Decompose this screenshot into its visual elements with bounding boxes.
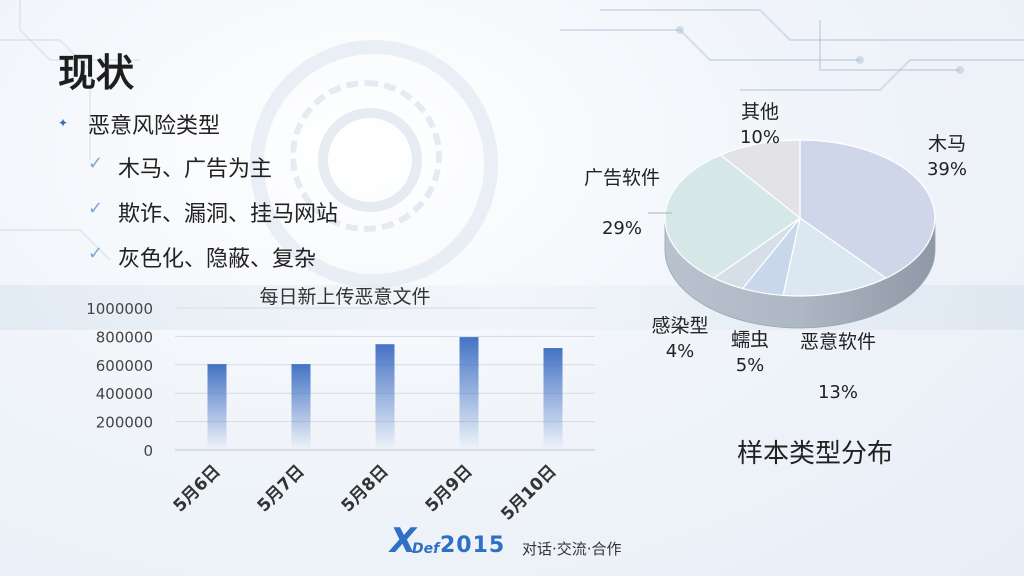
sub-bullet-text: 灰色化、隐蔽、复杂 [118,247,317,272]
y-tick-label: 0 [143,442,153,460]
pie-label-name: 恶意软件 [800,331,876,353]
x-tick-label: 5月10日 [497,461,560,524]
bar [291,364,311,450]
pie-label: 其他 10% [740,101,780,148]
y-tick-label: 600000 [96,357,153,375]
x-tick-label: 5月7日 [254,461,309,516]
bar [207,364,227,450]
pie-chart: 木马 39% 恶意软件 13% 蠕虫 5% 感染型 4% 广告软件 29% 其他 10% 样本类型分布 [584,101,967,469]
circuit-decoration [560,9,1024,91]
background-ring [318,108,422,212]
slide-title: 现状 [58,51,135,95]
sub-bullet-text: 欺诈、漏洞、挂马网站 [118,202,339,227]
pie-label-name: 其他 [741,101,779,123]
pie-label-name: 木马 [928,133,966,155]
bar [375,344,395,450]
star-bullet-icon: ✦ [58,116,69,130]
check-icon: ✓ [88,243,104,264]
bar [543,348,563,450]
logo-year: 2015 [440,533,506,558]
x-tick-label: 5月6日 [170,461,225,516]
bullet-text: 恶意风险类型 [88,114,221,139]
pie-label-percent: 10% [740,127,780,148]
background-ring [290,80,442,232]
y-tick-label: 800000 [96,328,153,346]
pie-label-percent: 29% [602,218,642,239]
pie-label-percent: 5% [736,355,765,376]
logo-mark: X [390,521,417,561]
pie-label-percent: 39% [927,159,967,180]
x-tick-label: 5月9日 [422,461,477,516]
chart-title: 样本类型分布 [737,439,893,469]
pie-label: 木马 39% [927,133,967,180]
pie-label: 广告软件 29% [584,167,660,239]
y-tick-label: 200000 [96,414,153,432]
pie-slice [664,154,802,279]
pie-label-name: 蠕虫 [731,329,769,351]
pie-label-percent: 13% [818,382,858,403]
check-icon: ✓ [88,198,104,219]
bar-chart: 每日新上传恶意文件 0 200000 400000 600000 800000 100000… [86,286,595,525]
y-tick-label: 1000000 [86,300,153,318]
logo-brand: Def [412,541,440,557]
pie-slice [719,139,801,220]
footer-logo: X Def 2015 对话·交流·合作 [390,521,690,565]
pie-label: 恶意软件 13% [800,331,876,403]
pie-label-name: 广告软件 [584,167,660,189]
circuit-decoration [0,0,140,261]
pie-slice [799,139,936,279]
check-icon: ✓ [88,153,104,174]
y-tick-label: 400000 [96,385,153,403]
sub-bullet-text: 木马、广告为主 [118,157,273,182]
footer-slogan: 对话·交流·合作 [522,540,622,558]
pie-label-percent: 4% [666,341,695,362]
pie-label: 感染型 4% [651,315,708,362]
x-tick-label: 5月8日 [338,461,393,516]
pie-label-name: 感染型 [651,315,708,337]
pie-slice [782,216,888,297]
pie-label: 蠕虫 5% [731,329,769,376]
chart-title: 每日新上传恶意文件 [259,286,430,308]
bar [459,337,479,450]
